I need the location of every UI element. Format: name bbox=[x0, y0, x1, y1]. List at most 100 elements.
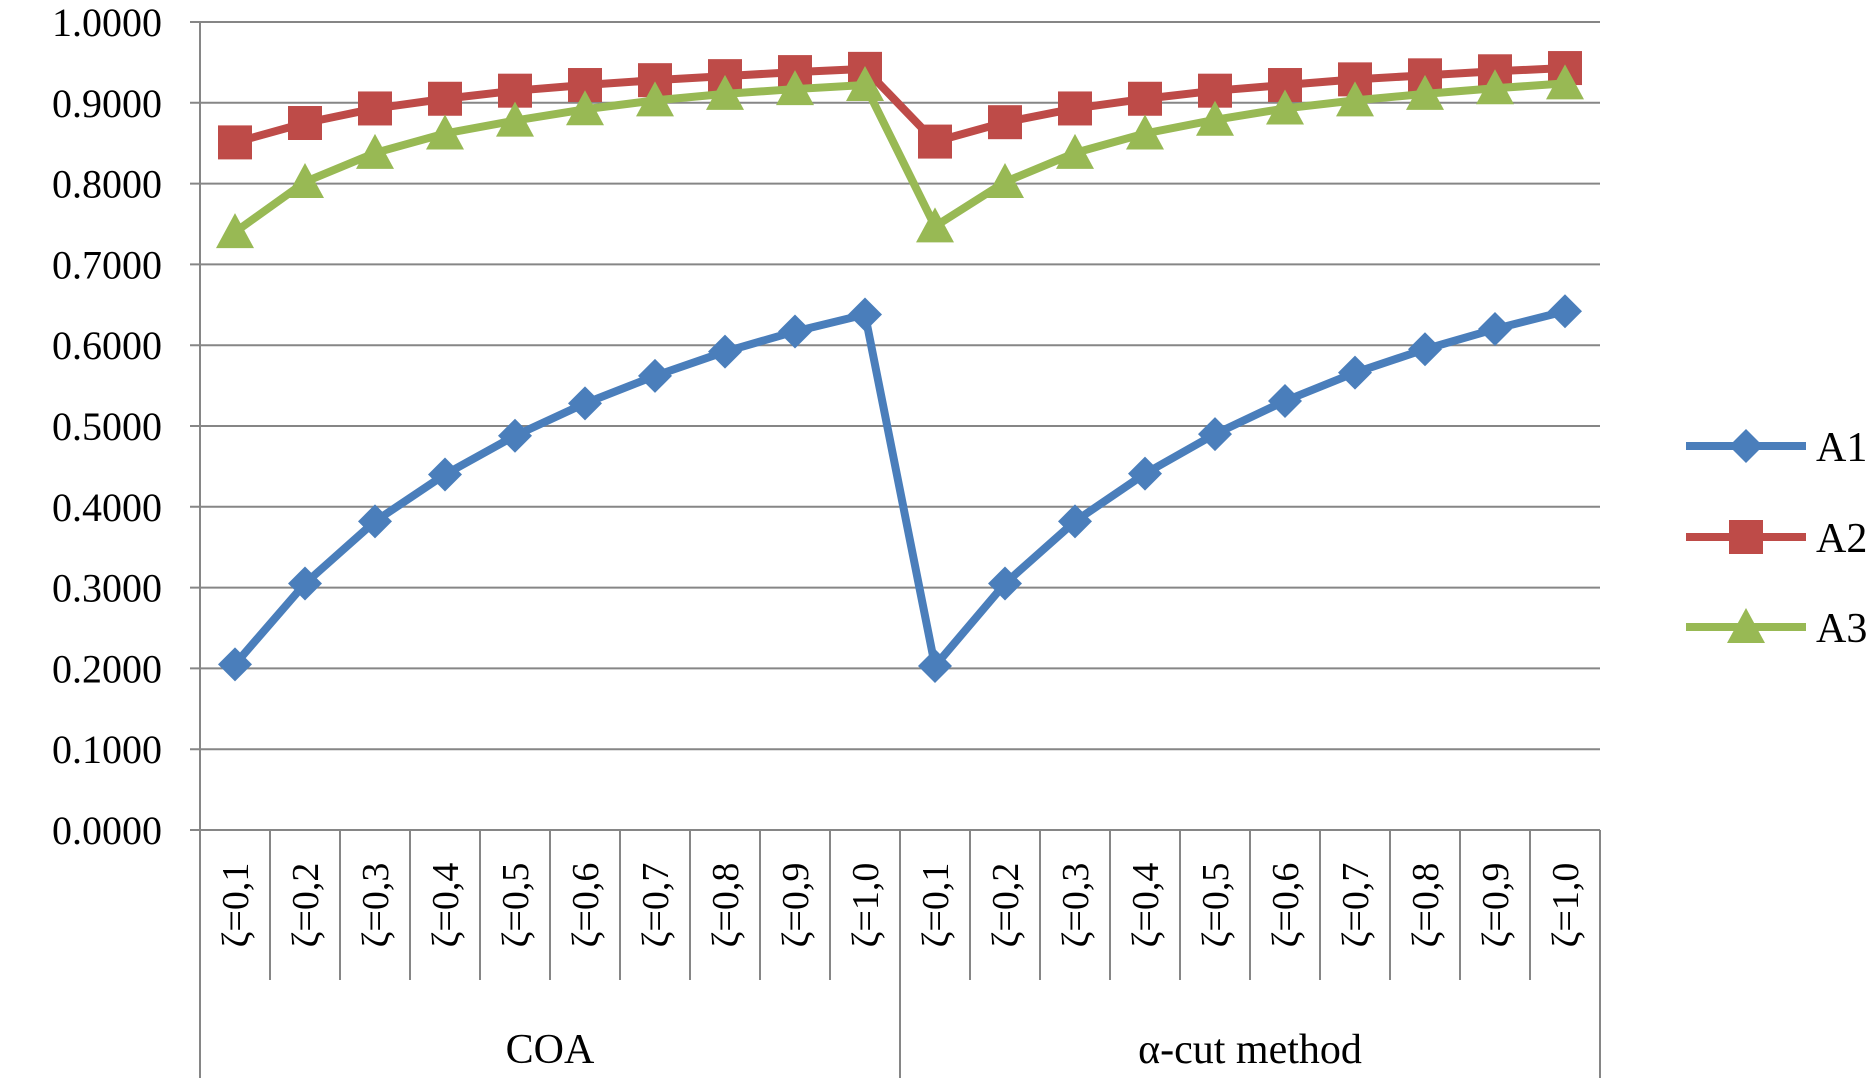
data-point-a1 bbox=[218, 647, 252, 682]
legend-marker bbox=[1729, 429, 1763, 463]
data-point-a3 bbox=[986, 162, 1024, 198]
data-point-a1 bbox=[778, 314, 812, 349]
legend-item-a1: A1 bbox=[1686, 425, 1867, 471]
data-point-a1 bbox=[1198, 417, 1232, 452]
data-point-a3 bbox=[846, 66, 884, 102]
legend-label: A1 bbox=[1816, 425, 1867, 471]
data-point-a1 bbox=[428, 457, 462, 492]
x-tick-label: ζ=0,2 bbox=[285, 863, 327, 948]
x-tick-label: ζ=0,7 bbox=[1335, 863, 1377, 948]
x-tick-label: ζ=0,7 bbox=[635, 863, 677, 948]
data-point-a3 bbox=[706, 74, 744, 110]
series-line-a1 bbox=[231, 307, 1569, 670]
data-point-a1 bbox=[848, 297, 882, 332]
y-tick-label: 0.5000 bbox=[52, 404, 162, 449]
legend-item-a2: A2 bbox=[1686, 516, 1867, 562]
x-tick-label: ζ=0,2 bbox=[985, 863, 1027, 948]
legend-label: A3 bbox=[1816, 606, 1867, 652]
data-point-a1 bbox=[1338, 355, 1372, 390]
data-point-a1 bbox=[1128, 456, 1162, 491]
x-tick-label: ζ=0,8 bbox=[1405, 863, 1447, 948]
data-point-a3 bbox=[566, 90, 604, 126]
data-point-a1 bbox=[498, 418, 532, 453]
data-point-a1 bbox=[1408, 332, 1442, 367]
x-tick-label: ζ=0,3 bbox=[1055, 863, 1097, 948]
data-point-a3 bbox=[496, 101, 534, 137]
legend-marker bbox=[1727, 608, 1765, 643]
data-point-a2 bbox=[288, 106, 322, 140]
data-point-a3 bbox=[916, 207, 954, 243]
data-point-a1 bbox=[358, 504, 392, 539]
y-tick-label: 0.0000 bbox=[52, 808, 162, 853]
data-point-a3 bbox=[1056, 133, 1094, 169]
data-point-a1 bbox=[1478, 312, 1512, 347]
x-tick-label: ζ=0,9 bbox=[1475, 863, 1517, 948]
x-tick-label: ζ=0,1 bbox=[915, 863, 957, 948]
data-point-a3 bbox=[1406, 74, 1444, 110]
x-tick-label: ζ=1,0 bbox=[845, 863, 887, 948]
series-line-a3 bbox=[231, 79, 1569, 237]
data-point-a1 bbox=[568, 386, 602, 421]
series-a1 bbox=[218, 294, 1582, 683]
data-point-a1 bbox=[1548, 294, 1582, 329]
y-tick-label: 0.7000 bbox=[52, 242, 162, 287]
x-tick-label: ζ=0,9 bbox=[775, 863, 817, 948]
x-tick-label: ζ=0,8 bbox=[705, 863, 747, 948]
data-point-a3 bbox=[776, 70, 814, 106]
y-tick-label: 0.9000 bbox=[52, 81, 162, 126]
data-point-a1 bbox=[708, 334, 742, 369]
y-tick-label: 0.8000 bbox=[52, 162, 162, 207]
y-tick-label: 0.3000 bbox=[52, 566, 162, 611]
x-tick-label: ζ=0,6 bbox=[1265, 863, 1307, 948]
data-point-a1 bbox=[918, 648, 952, 683]
data-point-a3 bbox=[1336, 81, 1374, 117]
x-tick-label: ζ=0,5 bbox=[1195, 863, 1237, 948]
data-point-a3 bbox=[426, 114, 464, 150]
data-point-a3 bbox=[1266, 89, 1304, 125]
data-point-a3 bbox=[1546, 64, 1584, 100]
data-point-a3 bbox=[636, 81, 674, 117]
legend-marker bbox=[1729, 520, 1763, 554]
axes bbox=[199, 22, 1601, 1078]
data-point-a2 bbox=[918, 124, 952, 159]
x-tick-label: ζ=0,5 bbox=[495, 863, 537, 948]
x-tick-label: ζ=0,3 bbox=[355, 863, 397, 948]
data-point-a2 bbox=[358, 91, 392, 126]
y-tick-label: 1.0000 bbox=[52, 0, 162, 45]
data-point-a3 bbox=[286, 162, 324, 198]
x-axis-groups: COA α-cut method bbox=[506, 1027, 1362, 1073]
data-point-a2 bbox=[218, 125, 252, 160]
y-axis-ticks: 0.0000 0.1000 0.2000 0.3000 0.4000 0.5000 0.60… bbox=[52, 0, 162, 853]
series-lines bbox=[216, 51, 1584, 683]
x-tick-label: ζ=0,1 bbox=[215, 863, 257, 948]
data-point-a3 bbox=[356, 133, 394, 169]
group-label: α-cut method bbox=[1138, 1027, 1362, 1073]
data-point-a3 bbox=[1196, 100, 1234, 136]
y-tick-label: 0.1000 bbox=[52, 727, 162, 772]
y-tick-label: 0.2000 bbox=[52, 646, 162, 691]
legend-label: A2 bbox=[1816, 516, 1867, 562]
data-point-a2 bbox=[1058, 91, 1092, 126]
x-tick-label: ζ=1,0 bbox=[1545, 863, 1587, 948]
x-tick-label: ζ=0,4 bbox=[425, 863, 467, 948]
x-axis-ticks: ζ=0,1 ζ=0,2 ζ=0,3 ζ=0,4 ζ=0,5 ζ=0,6 ζ=0,7 ζ=0,8… bbox=[215, 863, 1587, 948]
data-point-a1 bbox=[1058, 504, 1092, 539]
data-point-a3 bbox=[1126, 114, 1164, 150]
data-point-a2 bbox=[1128, 81, 1162, 116]
data-point-a3 bbox=[216, 213, 254, 249]
group-label: COA bbox=[506, 1027, 595, 1073]
y-tick-label: 0.4000 bbox=[52, 485, 162, 530]
data-point-a2 bbox=[428, 81, 462, 116]
x-tick-label: ζ=0,6 bbox=[565, 863, 607, 948]
data-point-a1 bbox=[1268, 383, 1302, 418]
legend-item-a3: A3 bbox=[1686, 606, 1867, 652]
legend: A1 A2 A3 bbox=[1686, 425, 1867, 652]
y-tick-label: 0.6000 bbox=[52, 323, 162, 368]
x-tick-label: ζ=0,4 bbox=[1125, 863, 1167, 948]
series-a3 bbox=[216, 64, 1584, 249]
data-point-a1 bbox=[288, 566, 322, 601]
data-point-a1 bbox=[988, 566, 1022, 601]
data-point-a1 bbox=[638, 358, 672, 393]
data-point-a2 bbox=[988, 105, 1022, 140]
